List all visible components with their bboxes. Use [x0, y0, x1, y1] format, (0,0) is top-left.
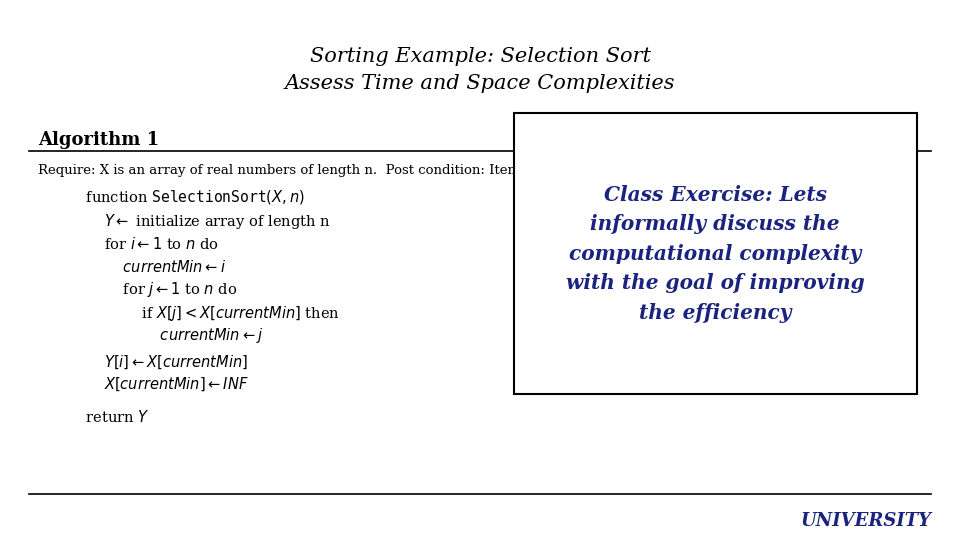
- Text: for $i \leftarrow 1$ to $n$ do: for $i \leftarrow 1$ to $n$ do: [67, 236, 219, 252]
- Text: Require: X is an array of real numbers of length n.  Post condition: Items in li: Require: X is an array of real numbers o…: [38, 164, 646, 177]
- Text: return $Y$: return $Y$: [67, 409, 150, 425]
- Text: Sorting Example: Selection Sort: Sorting Example: Selection Sort: [309, 47, 651, 66]
- Text: $Y \leftarrow$ initialize array of length n: $Y \leftarrow$ initialize array of lengt…: [67, 212, 330, 231]
- Text: Class Exercise: Lets
informally discuss the
computational complexity
with the go: Class Exercise: Lets informally discuss …: [565, 185, 865, 323]
- Text: Assess Time and Space Complexities: Assess Time and Space Complexities: [285, 74, 675, 93]
- Text: for $j \leftarrow 1$ to $n$ do: for $j \leftarrow 1$ to $n$ do: [67, 280, 237, 300]
- Text: $currentMin \leftarrow i$: $currentMin \leftarrow i$: [67, 259, 227, 275]
- Text: function $\mathtt{SelectionSort}$$(X, n)$: function $\mathtt{SelectionSort}$$(X, n)…: [67, 188, 305, 206]
- Text: $Y[i] \leftarrow X[currentMin]$: $Y[i] \leftarrow X[currentMin]$: [67, 353, 249, 370]
- Text: Algorithm 1: Algorithm 1: [38, 131, 159, 150]
- Text: $X[currentMin] \leftarrow INF$: $X[currentMin] \leftarrow INF$: [67, 376, 249, 393]
- Text: $currentMin \leftarrow j$: $currentMin \leftarrow j$: [67, 326, 263, 346]
- Text: UNIVERSITY: UNIVERSITY: [801, 512, 931, 530]
- Text: if $X[j] < X[currentMin]$ then: if $X[j] < X[currentMin]$ then: [67, 303, 340, 323]
- FancyBboxPatch shape: [514, 113, 917, 394]
